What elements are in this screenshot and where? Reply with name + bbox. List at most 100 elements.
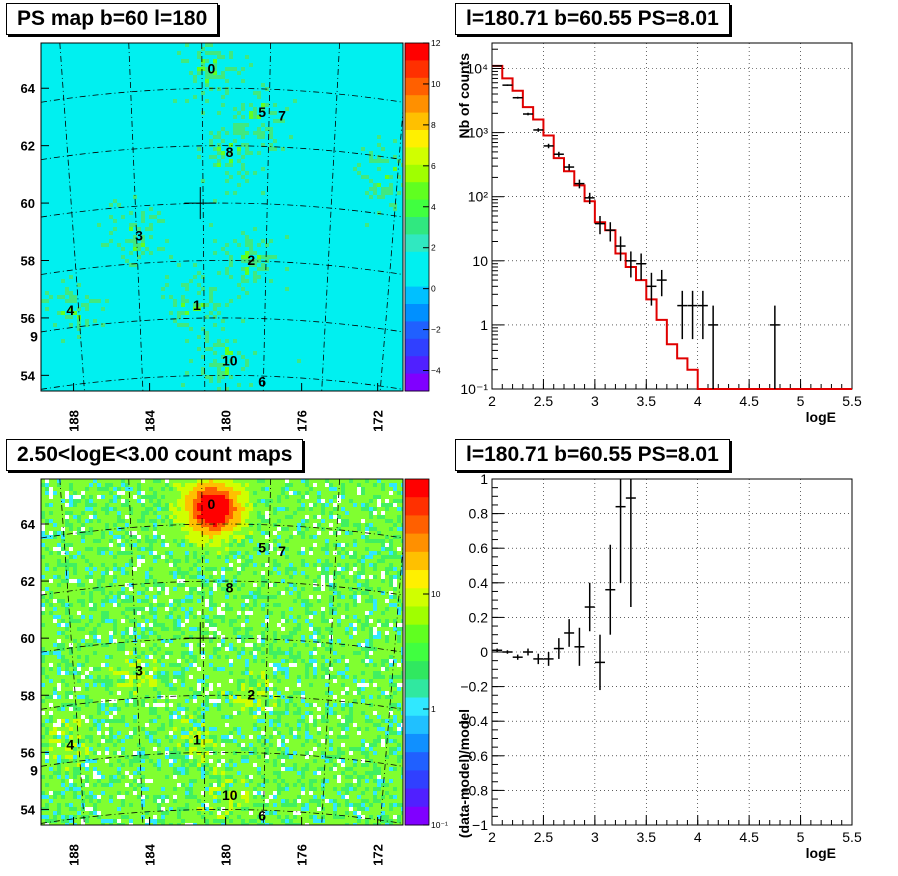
ps-map-colorbar-cell (405, 374, 429, 392)
ps-map-colorbar-cell (405, 147, 429, 165)
ps-map-colorbar-cell (405, 234, 429, 252)
spectrum-ytick-label: 1 (480, 317, 488, 333)
source-label-1: 1 (193, 732, 201, 748)
count-map-colorbar-cell (405, 552, 429, 571)
residuals-xtick-label: 2.5 (534, 829, 554, 845)
ps-map-colorbar-label: 8 (431, 120, 436, 130)
count-map-colorbar-cell (405, 534, 429, 553)
ps-map-colorbar-cell (405, 60, 429, 78)
residuals-xtick-label: 3 (591, 829, 599, 845)
ps-map-colorbar-label: 2 (431, 243, 436, 253)
count-map-ytick-label: 62 (21, 574, 35, 589)
source-label-0: 0 (208, 496, 216, 512)
residuals-ytick-label: 1 (480, 471, 488, 487)
count-map-colorbar-cell (405, 497, 429, 516)
spectrum-ytick-label: 10⁻¹ (460, 381, 488, 397)
count-map-colorbar-label: 10⁻¹ (431, 820, 448, 830)
count-map-colorbar-cell (405, 770, 429, 789)
spectrum-ytick-label: 10 (472, 253, 488, 269)
residuals-xtick-label: 5 (797, 829, 805, 845)
residuals-xtick-label: 5.5 (842, 829, 862, 845)
ps-map-xtick-label: 188 (67, 410, 82, 432)
ps-map-colorbar-cell (405, 130, 429, 148)
count-map-colorbar-cell (405, 643, 429, 662)
ps-map-colorbar-cell (405, 165, 429, 183)
ps-map-colorbar-label: −2 (431, 325, 441, 335)
ps-map-colorbar-cell (405, 95, 429, 113)
ps-map-colorbar-cell (405, 113, 429, 131)
residuals-ytick-label: 0.8 (469, 506, 489, 522)
ps-map-colorbar-label: 6 (431, 161, 436, 171)
count-map-ytick-label: 54 (21, 802, 36, 817)
count-map-colorbar-cell (405, 807, 429, 826)
source-label-9: 9 (30, 328, 38, 344)
source-label-10: 10 (222, 353, 238, 369)
residuals-xtick-label: 3.5 (637, 829, 657, 845)
ps-map-colorbar-cell (405, 252, 429, 270)
residuals-xlabel: logE (806, 845, 836, 861)
ps-map-colorbar-cell (405, 304, 429, 322)
count-map-colorbar-cell (405, 588, 429, 607)
ps-map-xtick-label: 184 (143, 409, 158, 431)
count-map-colorbar-label: 10 (431, 589, 441, 599)
spectrum-xtick-label: 4.5 (739, 393, 759, 409)
count-map-pixels (41, 479, 409, 827)
spectrum-xtick-label: 5 (797, 393, 805, 409)
ps-map-colorbar-cell (405, 339, 429, 357)
source-label-4: 4 (66, 302, 74, 318)
source-label-8: 8 (226, 144, 234, 160)
count-map-ytick-label: 64 (21, 517, 36, 532)
ps-map-colorbar-cell (405, 78, 429, 96)
spectrum-xtick-label: 2 (488, 393, 496, 409)
residuals-ytick-label: −0.2 (460, 679, 488, 695)
spectrum-xtick-label: 2.5 (534, 393, 554, 409)
ps-map-colorbar-cell (405, 269, 429, 287)
source-label-0: 0 (208, 60, 216, 76)
ps-map-ytick-label: 54 (21, 368, 36, 383)
ps-map-ytick-label: 58 (21, 254, 35, 269)
ps-map-colorbar-label: 10 (431, 79, 441, 89)
residuals-ytick-label: 0 (480, 644, 488, 660)
source-label-1: 1 (193, 297, 201, 313)
spectrum-xtick-label: 5.5 (842, 393, 862, 409)
spectrum-ytick-label: 10² (468, 189, 489, 205)
source-label-2: 2 (247, 252, 255, 268)
source-label-6: 6 (258, 374, 266, 390)
ps-map-colorbar-cell (405, 356, 429, 374)
residuals-title: l=180.71 b=60.55 PS=8.01 (455, 439, 730, 471)
ps-map-ytick-label: 62 (21, 139, 35, 154)
count-map-colorbar-cell (405, 698, 429, 717)
spectrum-xtick-label: 4 (694, 393, 702, 409)
count-map-xtick-label: 188 (67, 844, 82, 866)
spectrum-xlabel: logE (806, 409, 836, 425)
count-map-colorbar-cell (405, 570, 429, 589)
count-map-xtick-label: 172 (371, 844, 386, 866)
count-map-colorbar-cell (405, 752, 429, 771)
ps-map-xtick-label: 176 (295, 410, 310, 432)
residuals-xtick-label: 4.5 (739, 829, 759, 845)
count-map-colorbar-cell (405, 606, 429, 625)
source-label-7: 7 (278, 107, 286, 123)
source-label-8: 8 (226, 579, 234, 595)
residuals-xtick-label: 4 (694, 829, 702, 845)
source-label-4: 4 (66, 737, 74, 753)
source-label-5: 5 (258, 539, 266, 555)
count-map-colorbar-cell (405, 661, 429, 680)
residuals-ytick-label: 0.2 (469, 609, 489, 625)
spectrum-plot-area (492, 43, 852, 389)
count-map-colorbar-cell (405, 515, 429, 534)
count-map-xtick-label: 184 (143, 843, 158, 865)
ps-map-colorbar-label: 4 (431, 202, 436, 212)
ps-map-colorbar-cell (405, 43, 429, 61)
spectrum-xtick-label: 3.5 (637, 393, 657, 409)
source-label-2: 2 (247, 687, 255, 703)
source-label-3: 3 (135, 662, 143, 678)
residuals-xtick-label: 2 (488, 829, 496, 845)
count-map-title: 2.50<logE<3.00 count maps (6, 439, 303, 471)
ps-map-xtick-label: 172 (371, 410, 386, 432)
count-map-ytick-label: 56 (21, 745, 35, 760)
